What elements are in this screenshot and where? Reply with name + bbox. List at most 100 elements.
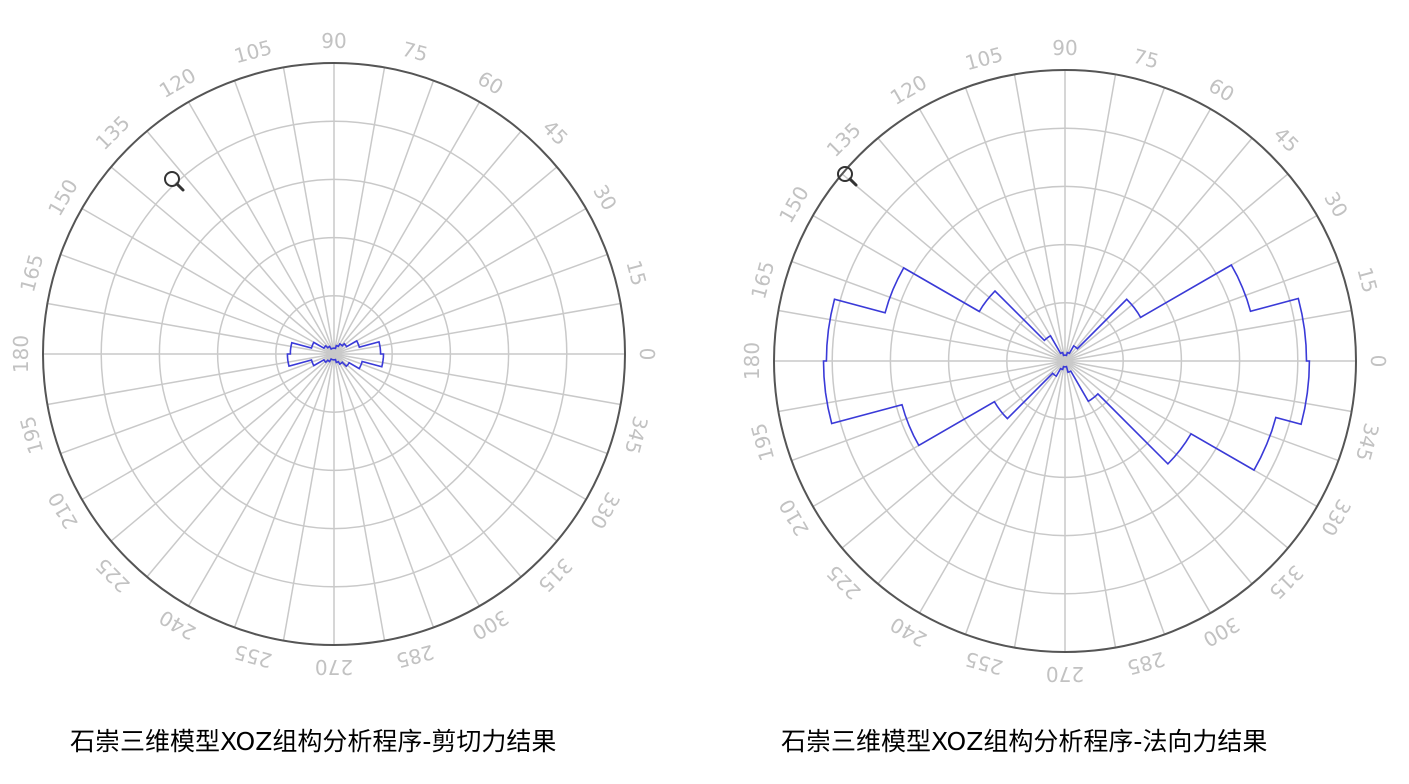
grid-spoke — [187, 353, 335, 607]
rose-bin — [311, 360, 314, 366]
grid-spoke — [333, 353, 522, 578]
angle-tick-label: 150 — [43, 175, 83, 220]
outer-circle — [773, 69, 1357, 653]
grid-spoke — [47, 353, 335, 406]
angle-tick-label: 60 — [1204, 73, 1238, 107]
grid-spoke — [1064, 360, 1339, 462]
grid-spoke — [110, 166, 335, 355]
chart-title-normal: 石崇三维模型XOZ组构分析程序-法向力结果 — [781, 727, 1268, 756]
grid-spoke — [233, 80, 335, 355]
angle-tick-label: 195 — [15, 413, 48, 456]
grid-spoke — [1013, 74, 1066, 362]
grid-spoke — [918, 360, 1066, 614]
rose-bin — [1052, 373, 1057, 377]
grid-spoke — [1064, 360, 1117, 648]
grid-spoke — [918, 108, 1066, 362]
rose-bin — [979, 291, 996, 312]
grid-spoke — [877, 360, 1066, 585]
rose-bin — [336, 345, 339, 347]
rose-bin — [1067, 352, 1070, 354]
rose-bin — [1088, 393, 1098, 402]
rose-bin — [327, 346, 330, 348]
grid-spoke — [333, 353, 481, 607]
rose-bin — [311, 342, 314, 348]
angle-tick-label: 270 — [315, 655, 353, 679]
grid-spoke — [1064, 260, 1339, 362]
outer-circle — [42, 62, 626, 646]
grid-spoke — [333, 353, 558, 542]
angle-tick-label: 90 — [1052, 36, 1077, 60]
angle-tick-label: 60 — [473, 66, 507, 100]
grid-spoke — [1064, 360, 1212, 614]
zoom-magnifier-icon[interactable] — [164, 171, 185, 192]
rose-bin — [1060, 368, 1063, 370]
rose-series — [286, 339, 385, 370]
grid-spoke — [1064, 360, 1352, 413]
grid-spoke — [333, 302, 621, 355]
grid-spoke — [841, 173, 1066, 362]
rose-bin — [339, 362, 343, 365]
rose-bin — [287, 353, 290, 367]
angle-tick-label: 210 — [43, 488, 83, 533]
rose-bin — [1044, 335, 1051, 341]
angle-tick-label: 120 — [155, 63, 200, 103]
angle-tick-label: 330 — [1316, 495, 1356, 540]
angle-tick-label: 0 — [1366, 355, 1390, 368]
grid-spoke — [791, 260, 1066, 362]
rose-bin — [339, 343, 343, 346]
angle-tick-label: 105 — [962, 42, 1005, 75]
angle-tick-label: 30 — [588, 180, 622, 214]
rose-bin — [331, 359, 333, 360]
grid-spoke — [333, 353, 587, 501]
angle-tick-label: 15 — [621, 258, 651, 289]
angle-tick-label: 165 — [15, 251, 48, 294]
angle-tick-label: 90 — [321, 29, 346, 53]
grid-spoke — [778, 360, 1066, 413]
grid-spoke — [1013, 360, 1066, 648]
grid-spoke — [282, 67, 335, 355]
angle-tick-label: 30 — [1319, 187, 1353, 221]
grid-spoke — [81, 353, 335, 501]
rose-bin — [1068, 371, 1071, 373]
rose-bin — [1060, 352, 1063, 354]
grid-spoke — [333, 353, 621, 406]
angle-tick-label: 150 — [774, 182, 814, 227]
grid-spoke — [1064, 173, 1289, 362]
grid-spoke — [1064, 87, 1166, 362]
grid-spoke — [333, 80, 435, 355]
grid-spoke — [1064, 360, 1253, 585]
grid-spoke — [60, 253, 335, 355]
angle-tick-label: 270 — [1046, 662, 1084, 686]
grid-spoke — [791, 360, 1066, 462]
grid-spoke — [47, 302, 335, 355]
grid-spoke — [333, 353, 435, 628]
grid-spoke — [841, 360, 1066, 549]
grid-spoke — [146, 353, 335, 578]
rose-series — [822, 263, 1311, 472]
angle-tick-label: 345 — [1351, 420, 1384, 463]
angle-tick-label: 285 — [393, 640, 436, 673]
angle-tick-label: 120 — [886, 70, 931, 110]
rose-bin — [323, 345, 326, 349]
grid-spoke — [110, 353, 335, 542]
grid-spoke — [778, 309, 1066, 362]
grid-spoke — [333, 207, 587, 355]
rose-bin — [327, 360, 330, 362]
angle-tick-label: 240 — [886, 612, 931, 652]
angle-tick-label: 45 — [538, 115, 573, 150]
grid-spoke — [877, 137, 1066, 362]
zoom-magnifier-icon[interactable] — [837, 166, 858, 187]
grid-spoke — [333, 253, 608, 355]
grid-spoke — [333, 166, 558, 355]
chart-title-shear: 石崇三维模型XOZ组构分析程序-剪切力结果 — [70, 727, 557, 756]
grid-spoke — [233, 353, 335, 628]
angle-tick-label: 300 — [468, 605, 513, 645]
rose-chart-shear: 0153045607590105120135150165180195210225… — [9, 29, 659, 679]
angle-tick-label: 180 — [740, 342, 764, 380]
rose-bin — [323, 359, 326, 363]
grid-spoke — [333, 67, 386, 355]
angle-tick-label: 285 — [1124, 647, 1167, 680]
angle-tick-label: 255 — [231, 640, 274, 673]
grid-spoke — [333, 101, 481, 355]
grid-spoke — [1064, 360, 1166, 635]
